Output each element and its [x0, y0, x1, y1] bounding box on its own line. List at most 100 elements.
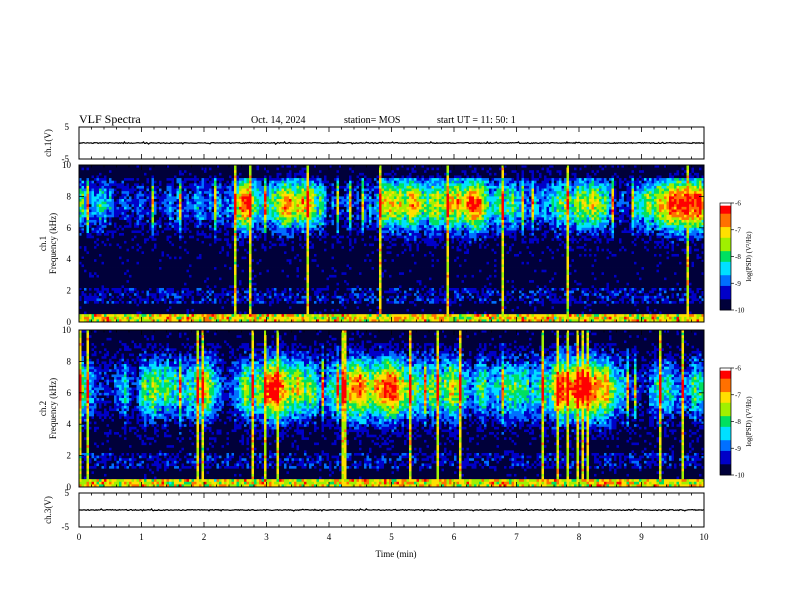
spectrogram-cell	[207, 288, 210, 291]
spectrogram-cell	[217, 168, 220, 171]
spectrogram-cell	[199, 196, 202, 199]
spectrogram-cell	[144, 178, 147, 181]
spectrogram-cell	[162, 241, 165, 244]
spectrogram-cell	[189, 238, 192, 241]
spectrogram-cell	[159, 301, 162, 304]
spectrogram-cell	[107, 293, 110, 296]
spectrogram-cell	[202, 228, 205, 231]
spectrogram-cell	[99, 207, 102, 210]
spectrogram-cell	[177, 314, 180, 317]
spectrogram-cell	[142, 306, 145, 309]
spectrogram-cell	[217, 215, 220, 218]
spectrogram-cell	[94, 262, 97, 265]
spectrogram-cell	[174, 306, 177, 309]
spectrogram-cell	[269, 293, 272, 296]
spectrogram-cell	[244, 230, 247, 233]
spectrogram-cell	[124, 278, 127, 281]
spectrogram-cell	[192, 301, 195, 304]
spectrogram-cell	[94, 223, 97, 226]
spectrogram-cell	[187, 262, 190, 265]
spectrogram-cell	[127, 259, 130, 262]
spectrogram-cell	[232, 191, 235, 194]
spectrogram-cell	[184, 196, 187, 199]
spectrogram-cell	[252, 170, 255, 173]
spectrogram-cell	[107, 173, 110, 176]
spectrogram-cell	[117, 278, 120, 281]
spectrogram-cell	[119, 246, 122, 249]
spectrogram-cell	[192, 270, 195, 273]
spectrogram-cell	[269, 194, 272, 197]
spectrogram-cell	[114, 293, 117, 296]
spectrogram-cell	[197, 317, 200, 320]
spectrogram-cell	[109, 249, 112, 252]
spectrogram-cell	[112, 215, 115, 218]
spectrogram-cell	[247, 285, 250, 288]
spectrogram-cell	[182, 312, 185, 315]
spectrogram-cell	[97, 251, 100, 254]
spectrogram-cell	[124, 241, 127, 244]
spectrogram-cell	[257, 186, 260, 189]
spectrogram-cell	[234, 309, 237, 312]
spectrogram-cell	[202, 288, 205, 291]
spectrogram-cell	[137, 194, 140, 197]
spectrogram-cell	[84, 306, 87, 309]
spectrogram-cell	[232, 312, 235, 315]
spectrogram-cell	[124, 288, 127, 291]
spectrogram-cell	[192, 175, 195, 178]
spectrogram-cell	[157, 220, 160, 223]
spectrogram-cell	[229, 207, 232, 210]
spectrogram-cell	[157, 189, 160, 192]
spectrogram-cell	[154, 204, 157, 207]
spectrogram-cell	[232, 288, 235, 291]
spectrogram-cell	[114, 217, 117, 220]
spectrogram-cell	[237, 194, 240, 197]
spectrogram-cell	[129, 293, 132, 296]
spectrogram-cell	[157, 238, 160, 241]
spectrogram-cell	[259, 293, 262, 296]
spectrogram-cell	[124, 244, 127, 247]
spectrogram-cell	[187, 249, 190, 252]
spectrogram-cell	[117, 209, 120, 212]
spectrogram-cell	[167, 264, 170, 267]
spectrogram-cell	[227, 196, 230, 199]
spectrogram-cell	[212, 215, 215, 218]
spectrogram-cell	[274, 220, 277, 223]
spectrogram-cell	[242, 301, 245, 304]
spectrogram-cell	[162, 283, 165, 286]
spectrogram-cell	[109, 293, 112, 296]
spectrogram-cell	[269, 259, 272, 262]
spectrogram-cell	[272, 306, 275, 309]
spectrogram-cell	[262, 288, 265, 291]
spectrogram-cell	[219, 283, 222, 286]
spectrogram-cell	[122, 175, 125, 178]
spectrogram-cell	[159, 191, 162, 194]
spectrogram-cell	[89, 312, 92, 315]
spectrogram-cell	[237, 207, 240, 210]
spectrogram-cell	[162, 178, 165, 181]
spectrogram-cell	[89, 264, 92, 267]
spectrogram-cell	[132, 244, 135, 247]
spectrogram-cell	[194, 296, 197, 299]
spectrogram-cell	[177, 306, 180, 309]
spectrogram-cell	[194, 194, 197, 197]
spectrogram-cell	[172, 291, 175, 294]
spectrogram-cell	[154, 264, 157, 267]
spectrogram-cell	[157, 178, 160, 181]
spectrogram-cell	[237, 223, 240, 226]
spectrogram-cell	[254, 228, 257, 231]
spectrogram-cell	[144, 251, 147, 254]
spectrogram-cell	[272, 209, 275, 212]
spectrogram-cell	[122, 291, 125, 294]
spectrogram-cell	[197, 280, 200, 283]
spectrogram-cell	[104, 199, 107, 202]
spectrogram-cell	[129, 312, 132, 315]
spectrogram-cell	[249, 267, 252, 270]
spectrogram-cell	[134, 191, 137, 194]
spectrogram-cell	[92, 217, 95, 220]
spectrogram-cell	[247, 230, 250, 233]
spectrogram-cell	[199, 301, 202, 304]
spectrogram-cell	[114, 238, 117, 241]
spectrogram-cell	[239, 220, 242, 223]
spectrogram-cell	[192, 173, 195, 176]
spectrogram-cell	[117, 312, 120, 315]
